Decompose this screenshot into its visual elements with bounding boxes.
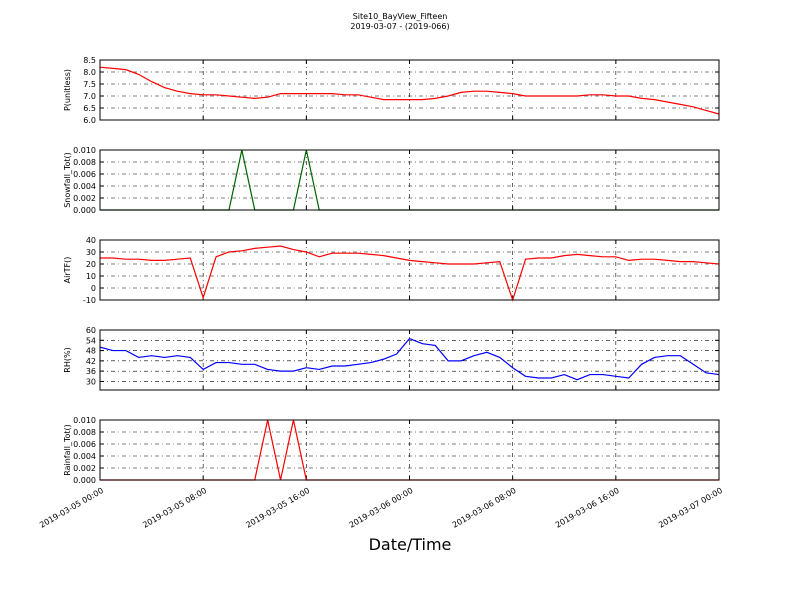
- y-tick-label: 48: [86, 347, 96, 356]
- y-tick-label: 0.006: [73, 170, 96, 179]
- y-tick-label: 0.006: [73, 440, 96, 449]
- data-line: [99, 66, 720, 115]
- y-tick-label: 0.008: [73, 428, 96, 437]
- y-tick-label: 0.010: [73, 146, 96, 155]
- y-tick-label: 0.002: [73, 464, 96, 473]
- y-tick-label: 8.5: [83, 56, 96, 65]
- y-tick-label: 0.004: [73, 452, 96, 461]
- y-axis-label: Snowfall_Tot(): [63, 152, 72, 208]
- y-tick-label: 40: [86, 236, 96, 245]
- y-tick-label: 30: [86, 248, 96, 257]
- y-tick-label: 0.000: [73, 476, 96, 485]
- y-tick-label: 0.002: [73, 194, 96, 203]
- y-tick-label: 6.5: [83, 104, 96, 113]
- y-tick-label: 6.0: [83, 116, 96, 125]
- y-tick-label: 54: [86, 336, 96, 345]
- y-tick-label: 10: [86, 272, 96, 281]
- y-tick-label: 8.0: [83, 68, 96, 77]
- y-tick-label: 0.008: [73, 158, 96, 167]
- chart-subtitle: 2019-03-07 - (2019-066): [350, 22, 449, 31]
- data-line: [99, 337, 720, 381]
- y-axis-label: AirTF(): [63, 257, 72, 284]
- plot-frame: [99, 239, 720, 301]
- y-tick-label: 7.5: [83, 80, 96, 89]
- plot-frame: [99, 59, 720, 121]
- y-tick-label: 30: [86, 377, 96, 386]
- x-axis-label: Date/Time: [369, 535, 452, 554]
- chart-title: Site10_BayView_Fifteen: [353, 12, 448, 21]
- y-tick-label: 36: [86, 367, 96, 376]
- y-tick-label: 0.010: [73, 416, 96, 425]
- y-tick-label: 0.000: [73, 206, 96, 215]
- plot-frame: [99, 419, 720, 481]
- y-tick-label: -10: [83, 296, 96, 305]
- data-line: [100, 245, 720, 302]
- y-tick-label: 0.004: [73, 182, 96, 191]
- y-axis-label: P(unitless): [63, 69, 72, 111]
- y-axis-label: RH(%): [63, 347, 72, 372]
- y-tick-label: 42: [86, 357, 96, 366]
- y-axis-label: Rainfall_Tot(): [63, 424, 72, 476]
- y-tick-label: 60: [86, 326, 96, 335]
- plot-frame: [99, 329, 720, 391]
- y-tick-label: 20: [86, 260, 96, 269]
- plot-frame: [99, 149, 720, 211]
- y-tick-label: 7.0: [83, 92, 96, 101]
- y-tick-label: 0: [91, 284, 96, 293]
